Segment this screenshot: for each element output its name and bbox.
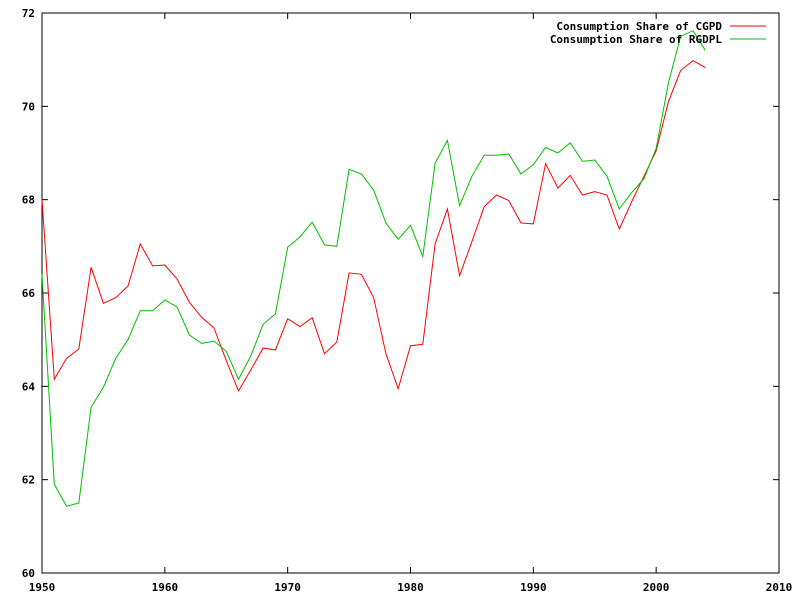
- legend-label: Consumption Share of CGPD: [556, 20, 722, 33]
- x-tick-label: 2000: [643, 581, 670, 594]
- x-tick-label: 1990: [520, 581, 547, 594]
- y-tick-label: 64: [22, 380, 36, 393]
- x-tick-label: 1970: [274, 581, 301, 594]
- legend-label: Consumption Share of RGDPL: [550, 33, 723, 46]
- x-tick-label: 1960: [152, 581, 179, 594]
- x-tick-label: 2010: [766, 581, 793, 594]
- y-tick-label: 68: [22, 194, 35, 207]
- y-tick-label: 66: [22, 287, 36, 300]
- series-lines: [41, 30, 706, 507]
- y-tick-label: 72: [22, 7, 35, 20]
- axis-ticks: 1950 1960 1970 1980 1990 2000 2010 60 62 64 66 68 70…: [22, 7, 793, 594]
- series-line-1: [41, 59, 706, 393]
- y-tick-label: 60: [22, 567, 35, 580]
- plot-frame: [41, 12, 780, 574]
- x-tick-label: 1950: [29, 581, 56, 594]
- series-line-2: [41, 30, 706, 507]
- x-tick-label: 1980: [397, 581, 424, 594]
- y-tick-label: 70: [22, 100, 35, 113]
- y-tick-label: 62: [22, 474, 35, 487]
